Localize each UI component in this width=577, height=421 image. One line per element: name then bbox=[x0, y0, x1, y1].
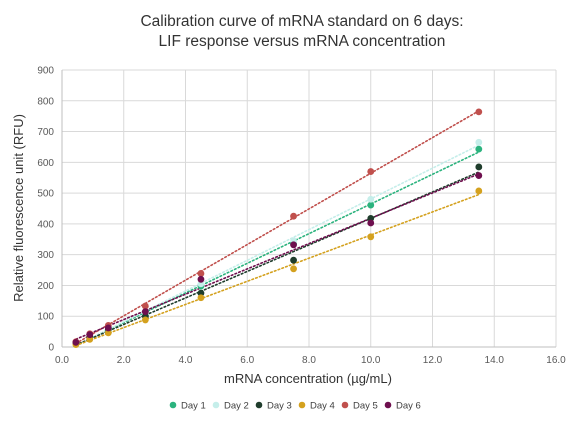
y-tick-label: 500 bbox=[37, 189, 54, 200]
legend-marker bbox=[384, 401, 392, 409]
x-tick-label: 0.0 bbox=[55, 355, 69, 366]
point-day-6 bbox=[104, 324, 112, 332]
legend-marker bbox=[169, 401, 177, 409]
chart-title-line-2: LIF response versus mRNA concentration bbox=[159, 33, 446, 50]
data-points bbox=[72, 108, 483, 348]
y-tick-label: 200 bbox=[37, 281, 54, 292]
x-tick-label: 8.0 bbox=[302, 355, 316, 366]
legend-marker bbox=[212, 401, 220, 409]
point-day-6 bbox=[367, 219, 375, 227]
legend-label: Day 5 bbox=[353, 400, 378, 411]
point-day-5 bbox=[475, 108, 483, 116]
point-day-4 bbox=[141, 316, 149, 324]
x-tick-label: 4.0 bbox=[179, 355, 193, 366]
point-day-1 bbox=[475, 145, 483, 153]
x-tick-label: 2.0 bbox=[117, 355, 131, 366]
point-day-2 bbox=[475, 138, 483, 146]
legend-label: Day 4 bbox=[310, 400, 335, 411]
point-day-4 bbox=[367, 233, 375, 241]
point-day-1 bbox=[367, 201, 375, 209]
point-day-5 bbox=[290, 212, 297, 220]
y-tick-label: 400 bbox=[37, 219, 54, 230]
x-tick-label: 6.0 bbox=[240, 355, 254, 366]
x-axis-label: mRNA concentration (µg/mL) bbox=[224, 371, 392, 386]
point-day-2 bbox=[367, 195, 375, 203]
y-axis-label: Relative fluorescence unit (RFU) bbox=[11, 114, 26, 302]
y-tick-label: 800 bbox=[37, 96, 54, 107]
x-tick-label: 12.0 bbox=[423, 355, 443, 366]
trendline-day-2 bbox=[75, 144, 480, 347]
y-tick-label: 900 bbox=[37, 66, 54, 77]
y-tick-label: 600 bbox=[37, 158, 54, 169]
y-tick-labels: 0 100 200 300 400 500 600 700 800 900 bbox=[37, 66, 54, 354]
point-day-4 bbox=[475, 187, 483, 195]
point-day-5 bbox=[141, 302, 149, 310]
point-day-6 bbox=[475, 172, 483, 179]
y-tick-label: 100 bbox=[37, 312, 54, 323]
legend-marker bbox=[341, 401, 349, 409]
chart-title-line-1: Calibration curve of mRNA standard on 6 … bbox=[140, 13, 463, 30]
legend-label: Day 3 bbox=[267, 400, 292, 411]
point-day-6 bbox=[141, 308, 149, 316]
point-day-6 bbox=[290, 241, 297, 249]
point-day-5 bbox=[367, 168, 375, 175]
trendline-day-1 bbox=[75, 151, 480, 347]
y-tick-label: 700 bbox=[37, 127, 54, 138]
legend-label: Day 1 bbox=[181, 400, 206, 411]
legend-marker bbox=[255, 401, 263, 409]
legend: Day 1 Day 2 Day 3 Day 4 Day 5 Day 6 bbox=[169, 400, 421, 411]
point-day-4 bbox=[197, 294, 205, 302]
axes bbox=[61, 70, 556, 348]
x-tick-label: 10.0 bbox=[361, 355, 381, 366]
point-day-6 bbox=[86, 331, 94, 339]
point-day-6 bbox=[72, 338, 80, 346]
gridlines bbox=[62, 69, 557, 347]
legend-label: Day 6 bbox=[396, 400, 421, 411]
point-day-4 bbox=[290, 265, 297, 273]
legend-marker bbox=[298, 401, 306, 409]
point-day-4 bbox=[104, 329, 112, 337]
x-tick-labels: 0.0 2.0 4.0 6.0 8.0 10.0 12.0 14.0 16.0 bbox=[55, 355, 566, 366]
x-tick-label: 16.0 bbox=[546, 355, 566, 366]
x-tick-label: 14.0 bbox=[485, 355, 505, 366]
y-tick-label: 0 bbox=[48, 343, 54, 354]
point-day-3 bbox=[290, 256, 297, 264]
y-tick-label: 300 bbox=[37, 250, 54, 261]
point-day-5 bbox=[197, 270, 205, 277]
point-day-3 bbox=[475, 163, 483, 171]
legend-label: Day 2 bbox=[224, 400, 249, 411]
point-day-6 bbox=[197, 275, 205, 283]
